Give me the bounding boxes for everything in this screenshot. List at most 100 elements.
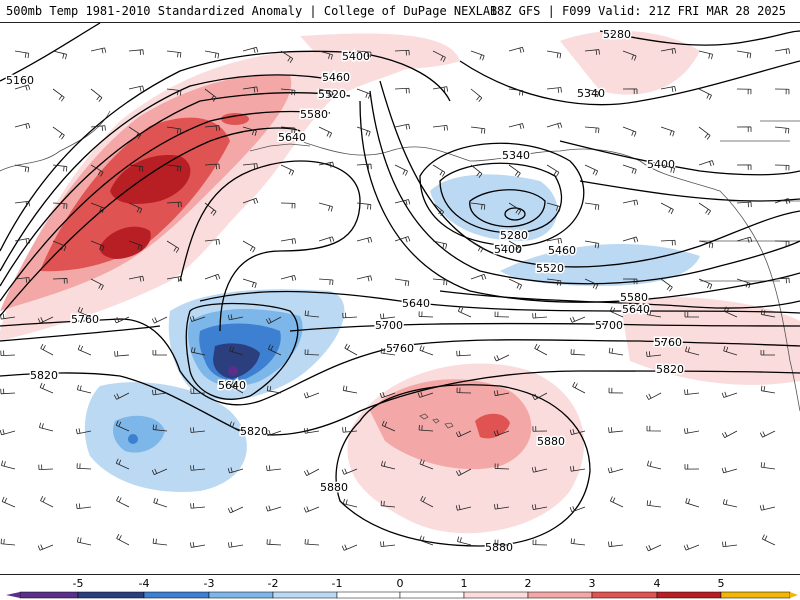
contour-label: 5460 (322, 71, 350, 84)
contour-5400-north (0, 50, 451, 252)
contour-label: 5400 (647, 158, 675, 171)
wind-barb (418, 424, 434, 432)
wind-barb (52, 164, 68, 172)
contour-label: 5340 (577, 87, 605, 100)
wind-barb (774, 240, 790, 247)
contour-label: 5460 (548, 244, 576, 257)
wind-barb (584, 88, 600, 98)
contour-label: 5400 (494, 243, 522, 256)
wind-barb (508, 278, 523, 290)
wind-barb (166, 164, 182, 172)
wind-barb (76, 503, 92, 510)
wind-barb (227, 314, 244, 321)
wind-barbs (0, 46, 791, 552)
wind-barb (342, 498, 358, 508)
cold-anomaly-southwest-3 (128, 434, 138, 444)
wind-barb (76, 463, 92, 470)
wind-barb (394, 123, 411, 130)
wind-barb (1, 496, 16, 508)
wind-barb (265, 429, 282, 437)
wind-barb (584, 202, 600, 210)
wind-barb (318, 278, 334, 286)
wind-barb (608, 347, 624, 356)
colorbar-swatch (463, 591, 529, 599)
wind-barb (660, 126, 675, 137)
wind-barb (280, 50, 294, 63)
wind-barb (470, 164, 483, 178)
contour-5880 (335, 384, 591, 547)
wind-barb (432, 202, 445, 217)
wind-barb (470, 88, 483, 102)
wind-barb (38, 464, 54, 471)
wind-barb (76, 384, 92, 394)
wind-barb (39, 422, 54, 432)
wind-barb (457, 536, 472, 546)
contour-label: 5880 (485, 541, 513, 554)
hawaii-islands (419, 413, 454, 429)
wind-barb (470, 273, 487, 281)
wind-barb (493, 390, 510, 397)
wind-barb (356, 50, 372, 58)
colorbar-tick-label: -4 (139, 577, 150, 590)
wind-barb (14, 122, 31, 129)
contour-5520-north (0, 92, 351, 287)
wind-barb (432, 164, 446, 177)
wind-barb (90, 240, 105, 252)
wind-barb (584, 126, 600, 134)
weather-map: 5160 5280 5400 5460 5520 5580 5640 5340 … (0, 22, 800, 575)
wind-barb (570, 538, 586, 546)
contour-5280-low (469, 189, 546, 228)
wind-barb (531, 504, 548, 511)
wind-barb (318, 161, 335, 168)
wind-barb (40, 343, 54, 356)
wind-barb (37, 544, 54, 551)
wind-barb (723, 306, 738, 318)
colorbar-tick-label: -5 (73, 577, 84, 590)
contour-label: 5760 (386, 342, 414, 355)
wind-barb (266, 385, 282, 394)
wind-barb (546, 122, 563, 129)
wind-barb (698, 278, 713, 290)
wind-barb (684, 464, 700, 470)
wind-barb (546, 202, 561, 212)
wind-barb (645, 392, 662, 400)
wind-barb (190, 347, 206, 356)
colorbar-swatch (399, 591, 465, 599)
wind-barb (584, 164, 599, 176)
wind-barb (14, 164, 30, 173)
contour-5580-north (0, 110, 331, 302)
wind-barb (494, 463, 510, 470)
wind-barb (760, 385, 776, 394)
wind-barb (304, 349, 320, 356)
wind-barb (683, 544, 700, 551)
wind-barb (647, 460, 662, 470)
wind-barb (356, 126, 371, 137)
contour-label: 5580 (300, 108, 328, 121)
wind-barb (645, 544, 662, 552)
wind-barb (152, 350, 168, 356)
colorbar-tick-label: 0 (397, 577, 404, 590)
wind-barb (684, 389, 700, 396)
wind-barb (569, 506, 586, 513)
contour-5640-north (0, 127, 301, 317)
wind-barb (77, 306, 92, 318)
wind-barb (508, 202, 522, 215)
wind-barb (280, 164, 295, 176)
wind-barb (660, 239, 676, 246)
contour-5340-north (459, 60, 800, 106)
wind-barb (227, 467, 244, 474)
wind-barb (90, 88, 103, 102)
wind-barb (470, 126, 486, 134)
anomaly-colorbar: -5 -4 -3 -2 -1 0 1 2 3 4 5 (0, 575, 800, 600)
wind-barb (470, 202, 486, 210)
wind-barb (736, 201, 752, 208)
wind-barb (660, 202, 674, 215)
wind-barb (356, 202, 372, 210)
wind-barb (508, 88, 524, 96)
wind-barb (722, 541, 738, 548)
anomaly-shading (0, 30, 800, 534)
wind-barb (760, 349, 776, 356)
contour-ridge-3 (359, 100, 800, 303)
wind-barb (760, 309, 776, 318)
wind-barb (622, 126, 637, 137)
